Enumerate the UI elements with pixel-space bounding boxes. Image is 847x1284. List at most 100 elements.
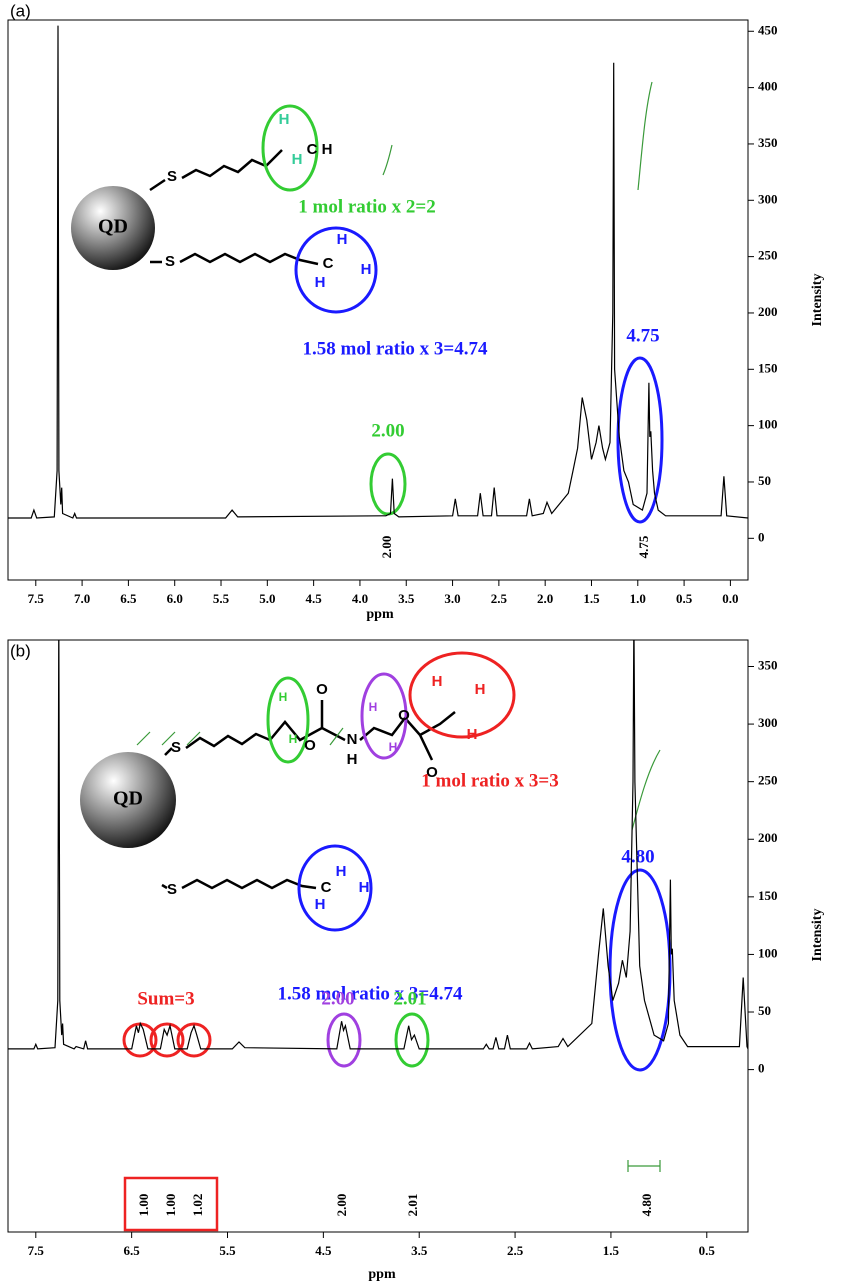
atom: C [307,141,318,158]
x-tick-label: 2.0 [537,591,553,606]
annotation: 4.75 [626,325,659,346]
integral-bracket [627,1160,661,1172]
x-tick-label: 1.0 [630,591,646,606]
integral-label: 4.80 [639,1194,654,1217]
x-tick-label: 3.0 [444,591,460,606]
qd: QD [98,216,128,238]
integral-label: 4.75 [636,535,651,558]
ring [176,1022,212,1058]
x-tick-label: 5.0 [259,591,275,606]
atom: S [171,739,181,756]
atom: C [323,255,334,272]
atom: S [167,168,177,185]
x-tick-label: 7.0 [74,591,90,606]
chain [164,700,456,761]
spectrum-line [8,25,748,519]
atom: H [337,231,348,248]
spectrum-line [8,640,748,1050]
atom: H [292,151,303,168]
annotation: Sum=3 [137,988,194,1009]
y-tick-label: 350 [758,657,778,672]
y-tick-label: 350 [758,135,778,150]
annotation: 4.80 [621,846,654,867]
y-tick-label: 200 [758,830,778,845]
atom: H [315,274,326,291]
ring [360,672,408,760]
x-tick-label: 1.5 [603,1243,620,1258]
y-tick-label: 250 [758,248,778,263]
structure: QD S H H O O N H H H O O H H H S H C H H [80,651,516,932]
y-tick-label: 300 [758,715,778,730]
integral-label: 2.00 [334,1194,349,1217]
ring [408,651,516,739]
qd: QD [113,788,143,810]
integral-label: 2.01 [405,1194,420,1217]
y-tick-label: 100 [758,945,778,960]
annotation: 1.58 mol ratio x 3=4.74 [278,983,463,1004]
y-tick-label: 50 [758,473,771,488]
ring [294,226,378,314]
x-tick-label: 0.0 [722,591,738,606]
y-tick-label: 300 [758,191,778,206]
y-tick-label: 450 [758,22,778,37]
y-tick-label: 100 [758,417,778,432]
panel-label: (a) [10,1,31,20]
x-tick-label: 5.5 [219,1243,236,1258]
atom: C [321,879,332,896]
ring [326,1012,362,1068]
atom: O [316,681,328,698]
y-axis-title: Intensity [810,909,825,962]
ring [608,868,672,1072]
atom: S [167,881,177,898]
integral-curve [637,81,653,191]
integral-label: 1.00 [163,1194,178,1217]
annotation: 1.58 mol ratio x 3=4.74 [303,338,488,359]
atom: S [165,253,175,270]
atom: H [432,673,443,690]
ring [261,104,319,192]
atom: H [369,700,378,714]
x-tick-label: 2.5 [507,1243,524,1258]
qd-sphere [71,186,155,270]
x-tick-label: 7.5 [28,591,45,606]
y-tick-label: 0 [758,1061,765,1076]
chain [161,878,317,890]
atom: H [361,261,372,278]
annotation: 2.00 [321,988,354,1009]
x-axis-title: ppm [368,1267,396,1282]
atom: H [279,690,288,704]
x-tick-label: 6.5 [124,1243,141,1258]
ring [297,844,373,932]
atom: H [322,141,333,158]
annotation: 1 mol ratio x 2=2 [298,196,435,217]
atom: H [475,681,486,698]
atom: H [467,726,478,743]
chain [150,252,319,266]
box [123,1176,219,1232]
y-tick-label: 50 [758,1003,771,1018]
integral-curve [382,144,393,176]
x-tick-label: 3.5 [398,591,415,606]
x-axis-title: ppm [366,607,394,622]
panel-label: (b) [10,641,31,660]
x-tick-label: 7.5 [28,1243,45,1258]
integral-curve [136,727,661,831]
y-tick-label: 0 [758,529,765,544]
integral-label: 2.00 [379,536,394,559]
x-tick-label: 4.0 [352,591,368,606]
atom: N [347,731,358,748]
qd-sphere [80,752,176,848]
atom: H [315,896,326,913]
atom: H [336,863,347,880]
x-tick-label: 4.5 [315,1243,332,1258]
plot-frame [7,639,749,1233]
y-tick-label: 200 [758,304,778,319]
ring [266,676,310,764]
integral-label: 1.00 [136,1194,151,1217]
atom: H [279,111,290,128]
y-axis-title: Intensity [810,274,825,327]
x-tick-label: 0.5 [676,591,693,606]
y-tick-label: 400 [758,79,778,94]
y-tick-label: 150 [758,360,778,375]
x-tick-label: 4.5 [306,591,323,606]
